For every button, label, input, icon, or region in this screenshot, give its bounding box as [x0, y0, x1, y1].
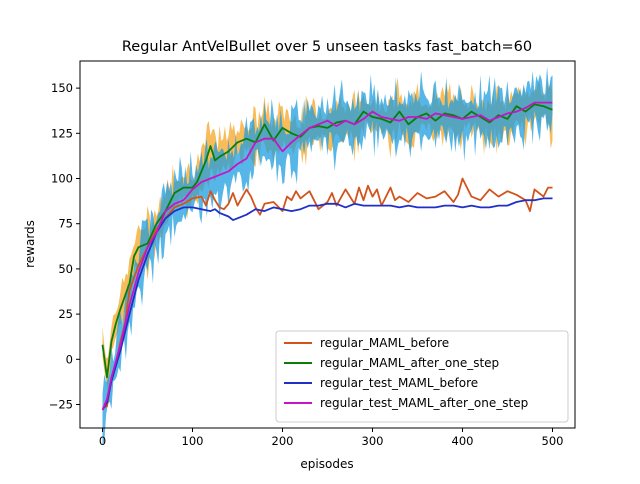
x-tick-label: 300: [362, 434, 384, 448]
chart-title: Regular AntVelBullet over 5 unseen tasks…: [122, 39, 532, 55]
x-tick-label: 500: [542, 434, 564, 448]
series-line-regular_test_MAML_after_one_step: [101, 101, 553, 411]
y-tick-label: 150: [51, 81, 73, 95]
series-line-regular_MAML_after_one_step: [101, 103, 553, 379]
series-line-regular_MAML_before: [102, 177, 553, 409]
y-tick-label: 100: [51, 172, 73, 186]
y-tick-label: −25: [49, 397, 73, 411]
x-tick-label: 200: [272, 434, 294, 448]
x-axis-label: episodes: [300, 457, 353, 471]
y-tick-label: 75: [58, 217, 73, 231]
y-tick-label: 25: [58, 307, 73, 321]
legend-label: regular_test_MAML_after_one_step: [320, 396, 528, 410]
axes-frame: [79, 60, 576, 429]
y-tick-label: 0: [66, 352, 73, 366]
y-axis-label: rewards: [23, 220, 37, 268]
y-tick-label: 125: [51, 126, 73, 140]
x-tick-label: 100: [182, 434, 204, 448]
legend-label: regular_MAML_before: [320, 336, 449, 350]
series-line-regular_test_MAML_before: [101, 197, 553, 411]
x-tick-label: 400: [452, 434, 474, 448]
legend-box: [275, 330, 569, 423]
legend-label: regular_MAML_after_one_step: [320, 356, 499, 370]
x-axis-ticks: 0 100 200 300 400 500: [99, 428, 564, 448]
x-tick-label: 0: [99, 434, 106, 448]
y-tick-label: 50: [58, 262, 73, 276]
legend: regular_MAML_before regular_MAML_after_on…: [275, 330, 569, 423]
series-lines: [101, 101, 553, 411]
legend-label: regular_test_MAML_before: [320, 376, 478, 390]
y-axis-ticks: −25 0 25 50 75 100 125 150: [49, 81, 80, 411]
